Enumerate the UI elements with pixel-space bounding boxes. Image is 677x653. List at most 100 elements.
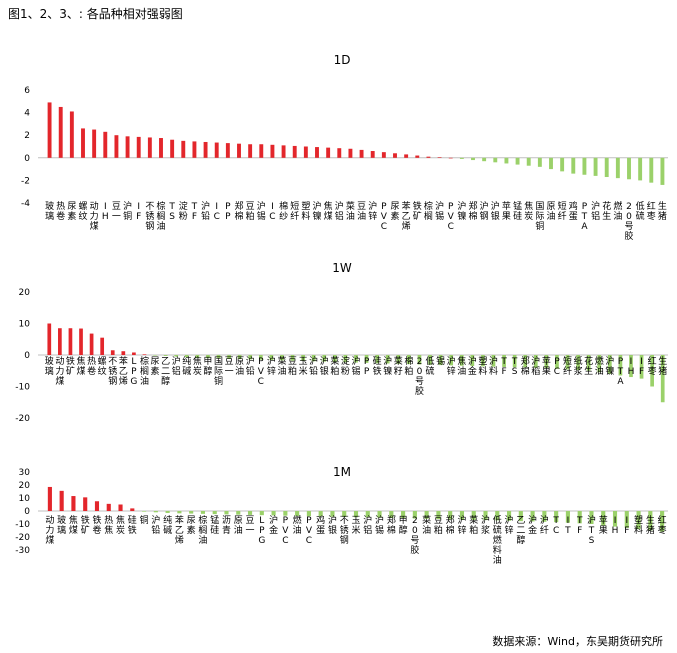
bar — [597, 355, 602, 373]
category-label: 2 0 号胶 — [624, 202, 633, 240]
bar — [224, 511, 229, 515]
bar — [247, 511, 253, 515]
bar — [258, 355, 263, 360]
y-tick-label: 30 — [19, 468, 31, 478]
bar — [280, 355, 284, 361]
category-label: 沪锡 — [375, 514, 384, 536]
category-label: 苯乙烯 — [119, 355, 128, 387]
y-tick-label: 0 — [24, 351, 30, 361]
category-label: 豆油 — [357, 201, 366, 222]
bar — [471, 157, 475, 161]
category-label: 鸡蛋 — [316, 514, 325, 536]
category-label: 沪锌 — [267, 355, 276, 377]
chart-1m: 1M -30 -20 -10 0 10 20 30 动力煤 玻璃 焦煤 铁矿 铁卷 热焦 焦炭 硅铁铜沪铅 纯碱… — [0, 452, 677, 630]
bar — [114, 135, 119, 158]
category-label: 郑棉 — [234, 200, 243, 222]
bar — [165, 511, 170, 513]
category-label: 焦炭 — [116, 514, 125, 536]
category-label: 动力煤 — [90, 201, 99, 232]
y-tick-label: 4 — [24, 109, 30, 119]
y-tick-label: -10 — [15, 520, 30, 530]
category-label: 热卷 — [56, 200, 65, 222]
bar — [577, 511, 582, 524]
y-tick-label: 0 — [24, 154, 30, 164]
category-label: 菜籽 — [394, 355, 403, 377]
category-label: 国际铜 — [535, 201, 544, 232]
bar — [189, 511, 194, 514]
bar — [437, 157, 442, 158]
category-label: 沪铅 — [309, 355, 318, 377]
bar — [200, 511, 206, 514]
category-label: 短纤 — [558, 200, 567, 222]
bar — [59, 490, 64, 511]
category-label: 锡 — [436, 356, 445, 367]
bar — [604, 157, 609, 178]
bar — [375, 355, 380, 364]
category-label: 焦煤 — [69, 514, 78, 536]
bar — [174, 355, 179, 357]
category-label: 郑棉 — [446, 514, 455, 536]
category-label: 沪锌 — [457, 514, 466, 536]
chart-title: 1M — [333, 465, 351, 479]
bar — [438, 355, 443, 366]
bar — [125, 136, 130, 158]
category-label: 红枣 — [647, 200, 656, 222]
category-label: 塑料 — [301, 201, 310, 222]
category-label: 沪金 — [269, 514, 278, 536]
bar — [292, 145, 297, 158]
y-tick-label: 6 — [24, 86, 30, 96]
category-label: 红枣 — [658, 514, 667, 536]
bar — [170, 139, 175, 158]
category-label: 菜油 — [346, 200, 355, 222]
bar — [636, 511, 641, 530]
bar — [424, 511, 429, 519]
bar — [106, 503, 111, 511]
bar — [236, 511, 241, 515]
category-label: 铁矿 — [413, 200, 422, 222]
bar — [412, 511, 417, 519]
category-label: 鸡蛋 — [569, 200, 578, 222]
bar — [660, 355, 665, 403]
bar — [147, 137, 152, 158]
bar — [71, 496, 76, 511]
chart-1d: 1D -4 -2 0 2 4 6 玻璃 热卷 尿素 螺纹 动力煤 I H 豆一 沪铜 I F 不锈钢 棕榈油 T S 淀粉 T… — [0, 40, 677, 240]
bar — [459, 511, 465, 520]
bar — [638, 157, 643, 181]
category-label: 沪锡 — [351, 355, 360, 377]
category-label: 生猪 — [658, 355, 667, 377]
category-label: 动力煤 — [45, 515, 54, 546]
bar — [470, 355, 475, 367]
bar — [348, 148, 353, 158]
category-label: 棕榈油 — [140, 355, 149, 387]
category-label: 沪铅 — [246, 355, 255, 377]
category-label: 淀粉 — [179, 200, 188, 222]
category-label: 苹果 — [599, 514, 608, 536]
bar — [206, 355, 210, 359]
category-label: 沪镍 — [457, 200, 466, 222]
category-label: 沪铅 — [201, 200, 210, 222]
category-label: 花生 — [584, 355, 593, 377]
bar — [459, 355, 464, 366]
bar — [184, 355, 189, 358]
bar — [326, 147, 331, 158]
category-label: 苹果 — [502, 200, 511, 222]
bar — [629, 355, 633, 378]
bar — [576, 355, 580, 371]
bar — [506, 511, 512, 521]
category-label: 沪稻 — [531, 355, 540, 377]
bar — [212, 511, 217, 515]
bar — [560, 157, 565, 172]
bar — [103, 131, 108, 158]
category-label: 沪镍 — [312, 200, 321, 222]
bar — [181, 140, 186, 158]
category-label: 苹果 — [542, 355, 551, 377]
bar — [110, 350, 115, 355]
category-label: 玻璃 — [45, 200, 54, 222]
bar — [495, 511, 500, 521]
bar — [565, 511, 570, 523]
